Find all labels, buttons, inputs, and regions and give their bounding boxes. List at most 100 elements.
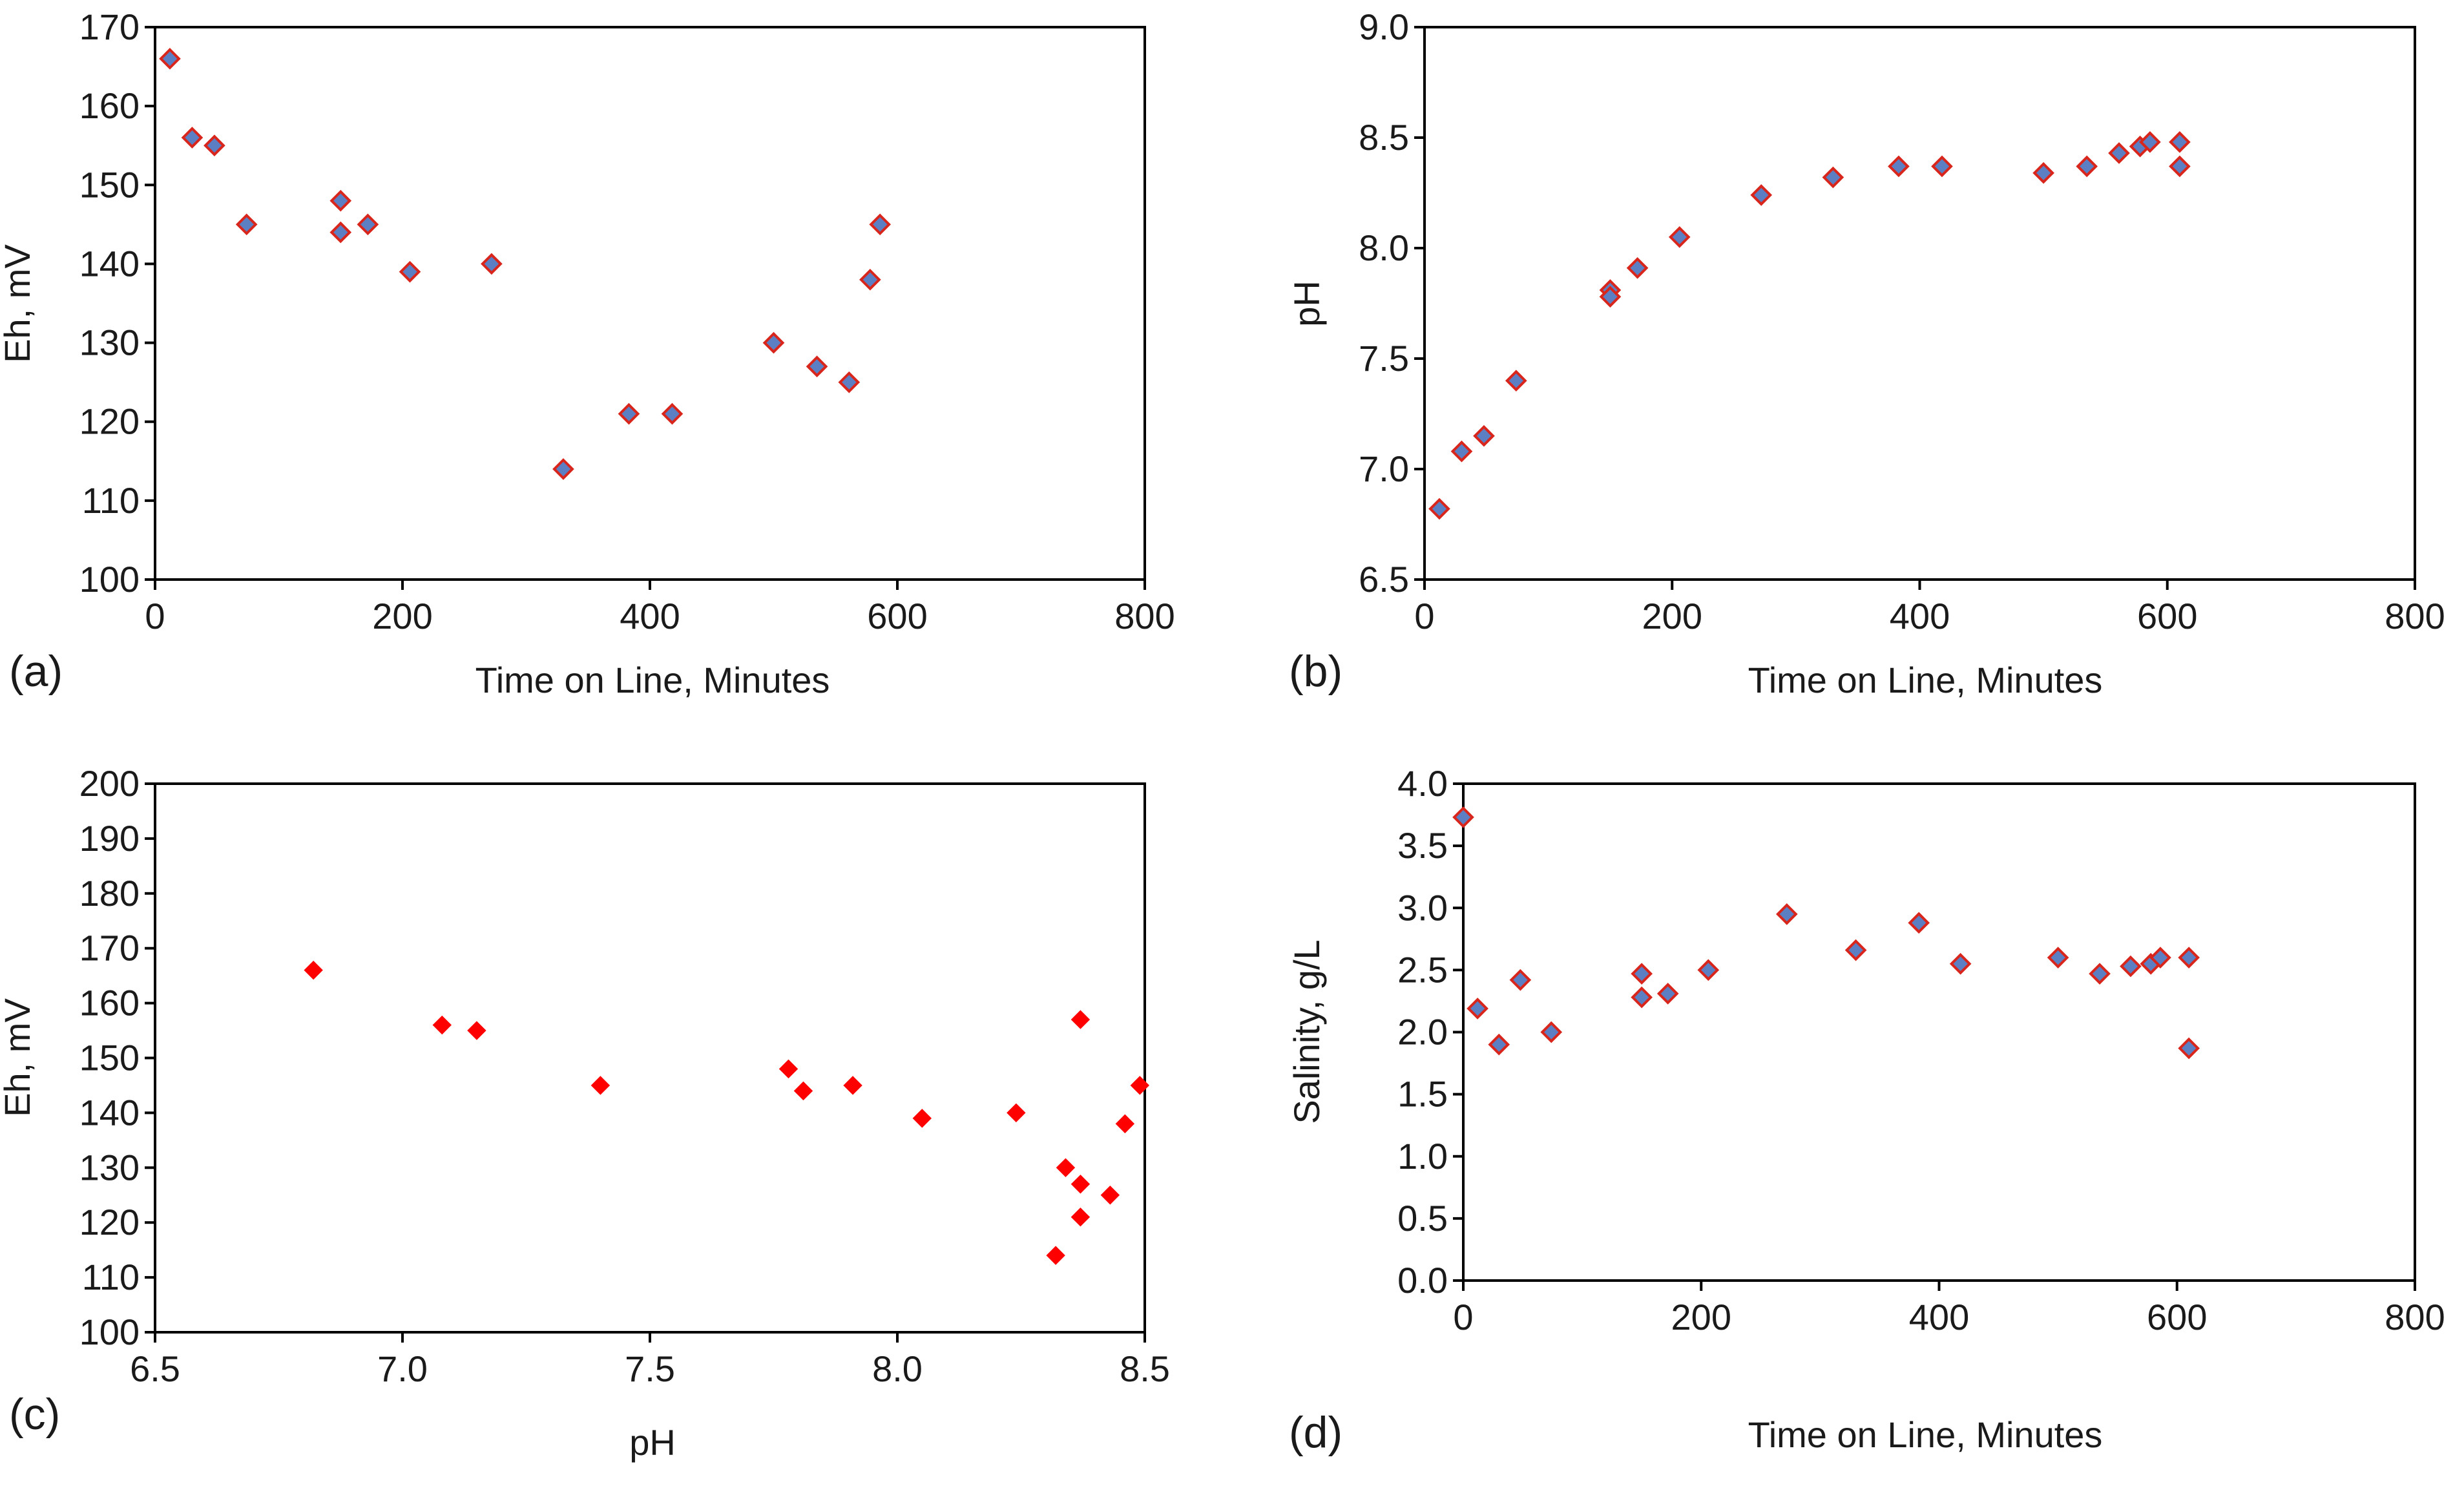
data-point-d — [1540, 1021, 1563, 1043]
data-point-c — [590, 1076, 611, 1095]
y-axis-title-d: Salinity, g/L — [1286, 939, 1327, 1124]
y-tick-label-c: 120 — [79, 1202, 140, 1242]
data-point-a — [806, 355, 828, 378]
data-point-d — [1844, 939, 1867, 961]
x-tick-label-d: 800 — [2385, 1297, 2445, 1337]
x-tick-label-b: 200 — [1642, 596, 1702, 636]
data-point-c — [467, 1021, 486, 1040]
data-point-a — [762, 331, 785, 354]
y-tick-label-c: 200 — [79, 763, 140, 804]
data-point-d — [1452, 806, 1474, 828]
data-point-a — [329, 189, 352, 212]
data-point-d — [1488, 1033, 1510, 1056]
data-point-b — [1750, 184, 1773, 206]
y-tick-label-c: 110 — [82, 1257, 140, 1297]
panel-label-d: (d) — [1289, 1408, 1342, 1457]
y-tick-label-d: 1.5 — [1397, 1074, 1448, 1114]
y-tick-label-a: 160 — [79, 85, 140, 126]
data-point-c — [1046, 1246, 1065, 1265]
data-point-b — [2139, 131, 2161, 153]
data-point-d — [2047, 947, 2069, 968]
data-point-d — [2089, 963, 2111, 985]
data-point-a — [235, 213, 258, 236]
data-point-c — [1007, 1103, 1026, 1123]
data-point-d — [1656, 983, 1679, 1005]
y-tick-label-c: 140 — [79, 1092, 140, 1133]
y-tick-label-c: 130 — [79, 1147, 140, 1188]
panel-a: 100 110 120 130 140 150 160 170 0 200 400 600 800 Tim… — [0, 6, 1175, 700]
y-tick-label-d: 2.5 — [1397, 949, 1448, 990]
data-point-a — [661, 403, 684, 425]
data-point-b — [1428, 497, 1450, 520]
data-point-b — [2076, 155, 2098, 178]
data-point-d — [1631, 963, 1653, 985]
panel-label-c: (c) — [9, 1390, 60, 1439]
x-tick-label-c: 8.0 — [872, 1348, 923, 1389]
x-tick-label-d: 0 — [1453, 1297, 1473, 1337]
y-tick-label-d: 0.0 — [1397, 1260, 1448, 1301]
data-point-a — [869, 213, 892, 236]
y-tick-label-c: 100 — [79, 1312, 140, 1352]
data-point-d — [2178, 1037, 2200, 1060]
x-tick-label-d: 600 — [2147, 1297, 2207, 1337]
data-point-c — [304, 960, 323, 980]
x-tick-label-a: 200 — [372, 596, 432, 636]
data-point-b — [1450, 440, 1473, 463]
data-point-b — [1668, 226, 1691, 248]
y-tick-label-d: 0.5 — [1397, 1198, 1448, 1239]
x-axis-title-b: Time on Line, Minutes — [1748, 660, 2103, 700]
y-tick-label-b: 7.0 — [1359, 448, 1409, 489]
data-point-d — [1697, 959, 1720, 981]
data-point-a — [357, 213, 379, 236]
plot-area-b — [1423, 26, 2416, 581]
plot-area-a — [154, 26, 1146, 581]
data-point-c — [912, 1109, 932, 1128]
y-tick-label-b: 6.5 — [1359, 559, 1409, 600]
data-point-d — [2149, 947, 2171, 968]
data-point-c — [793, 1081, 813, 1101]
data-point-b — [1931, 155, 1953, 178]
y-tick-label-a: 140 — [79, 243, 140, 284]
y-tick-label-d: 3.5 — [1397, 825, 1448, 866]
x-tick-label-d: 200 — [1671, 1297, 1731, 1337]
data-point-a — [329, 221, 352, 244]
data-point-d — [1908, 912, 1930, 934]
data-point-b — [1473, 424, 1495, 447]
x-tick-label-b: 400 — [1890, 596, 1950, 636]
y-tick-label-b: 8.5 — [1359, 117, 1409, 158]
y-axis-title-a: Eh, mV — [0, 244, 37, 363]
data-point-a — [618, 403, 640, 425]
data-point-b — [2032, 162, 2054, 184]
x-tick-label-b: 0 — [1414, 596, 1434, 636]
data-point-c — [843, 1076, 862, 1095]
data-point-b — [2169, 155, 2191, 178]
y-tick-label-c: 160 — [79, 983, 140, 1023]
data-point-b — [2169, 131, 2191, 153]
data-point-d — [1949, 952, 1972, 975]
data-point-b — [2108, 142, 2130, 164]
data-point-c — [1100, 1186, 1120, 1205]
data-point-a — [181, 127, 204, 149]
x-tick-label-a: 0 — [145, 596, 165, 636]
x-axis-title-c: pH — [629, 1422, 676, 1463]
x-tick-label-a: 600 — [867, 596, 927, 636]
data-point-a — [204, 134, 225, 157]
x-tick-label-b: 800 — [2385, 596, 2445, 636]
data-point-a — [859, 269, 881, 291]
y-tick-label-a: 170 — [79, 6, 140, 47]
x-tick-label-a: 400 — [620, 596, 680, 636]
x-axis-title-d: Time on Line, Minutes — [1748, 1414, 2103, 1455]
data-point-b — [1505, 370, 1527, 392]
data-point-c — [1130, 1076, 1150, 1095]
data-point-d — [1467, 998, 1488, 1020]
data-point-a — [481, 253, 503, 275]
y-tick-label-a: 100 — [79, 559, 140, 600]
panel-b: 6.5 7.0 7.5 8.0 8.5 9.0 0 200 400 600 800 Time on L… — [1286, 6, 2445, 700]
x-tick-label-c: 8.5 — [1120, 1348, 1170, 1389]
data-point-a — [159, 48, 181, 70]
x-tick-label-c: 7.5 — [625, 1348, 675, 1389]
y-tick-label-c: 190 — [79, 818, 140, 859]
y-tick-label-c: 170 — [79, 928, 140, 968]
data-point-c — [778, 1059, 799, 1079]
